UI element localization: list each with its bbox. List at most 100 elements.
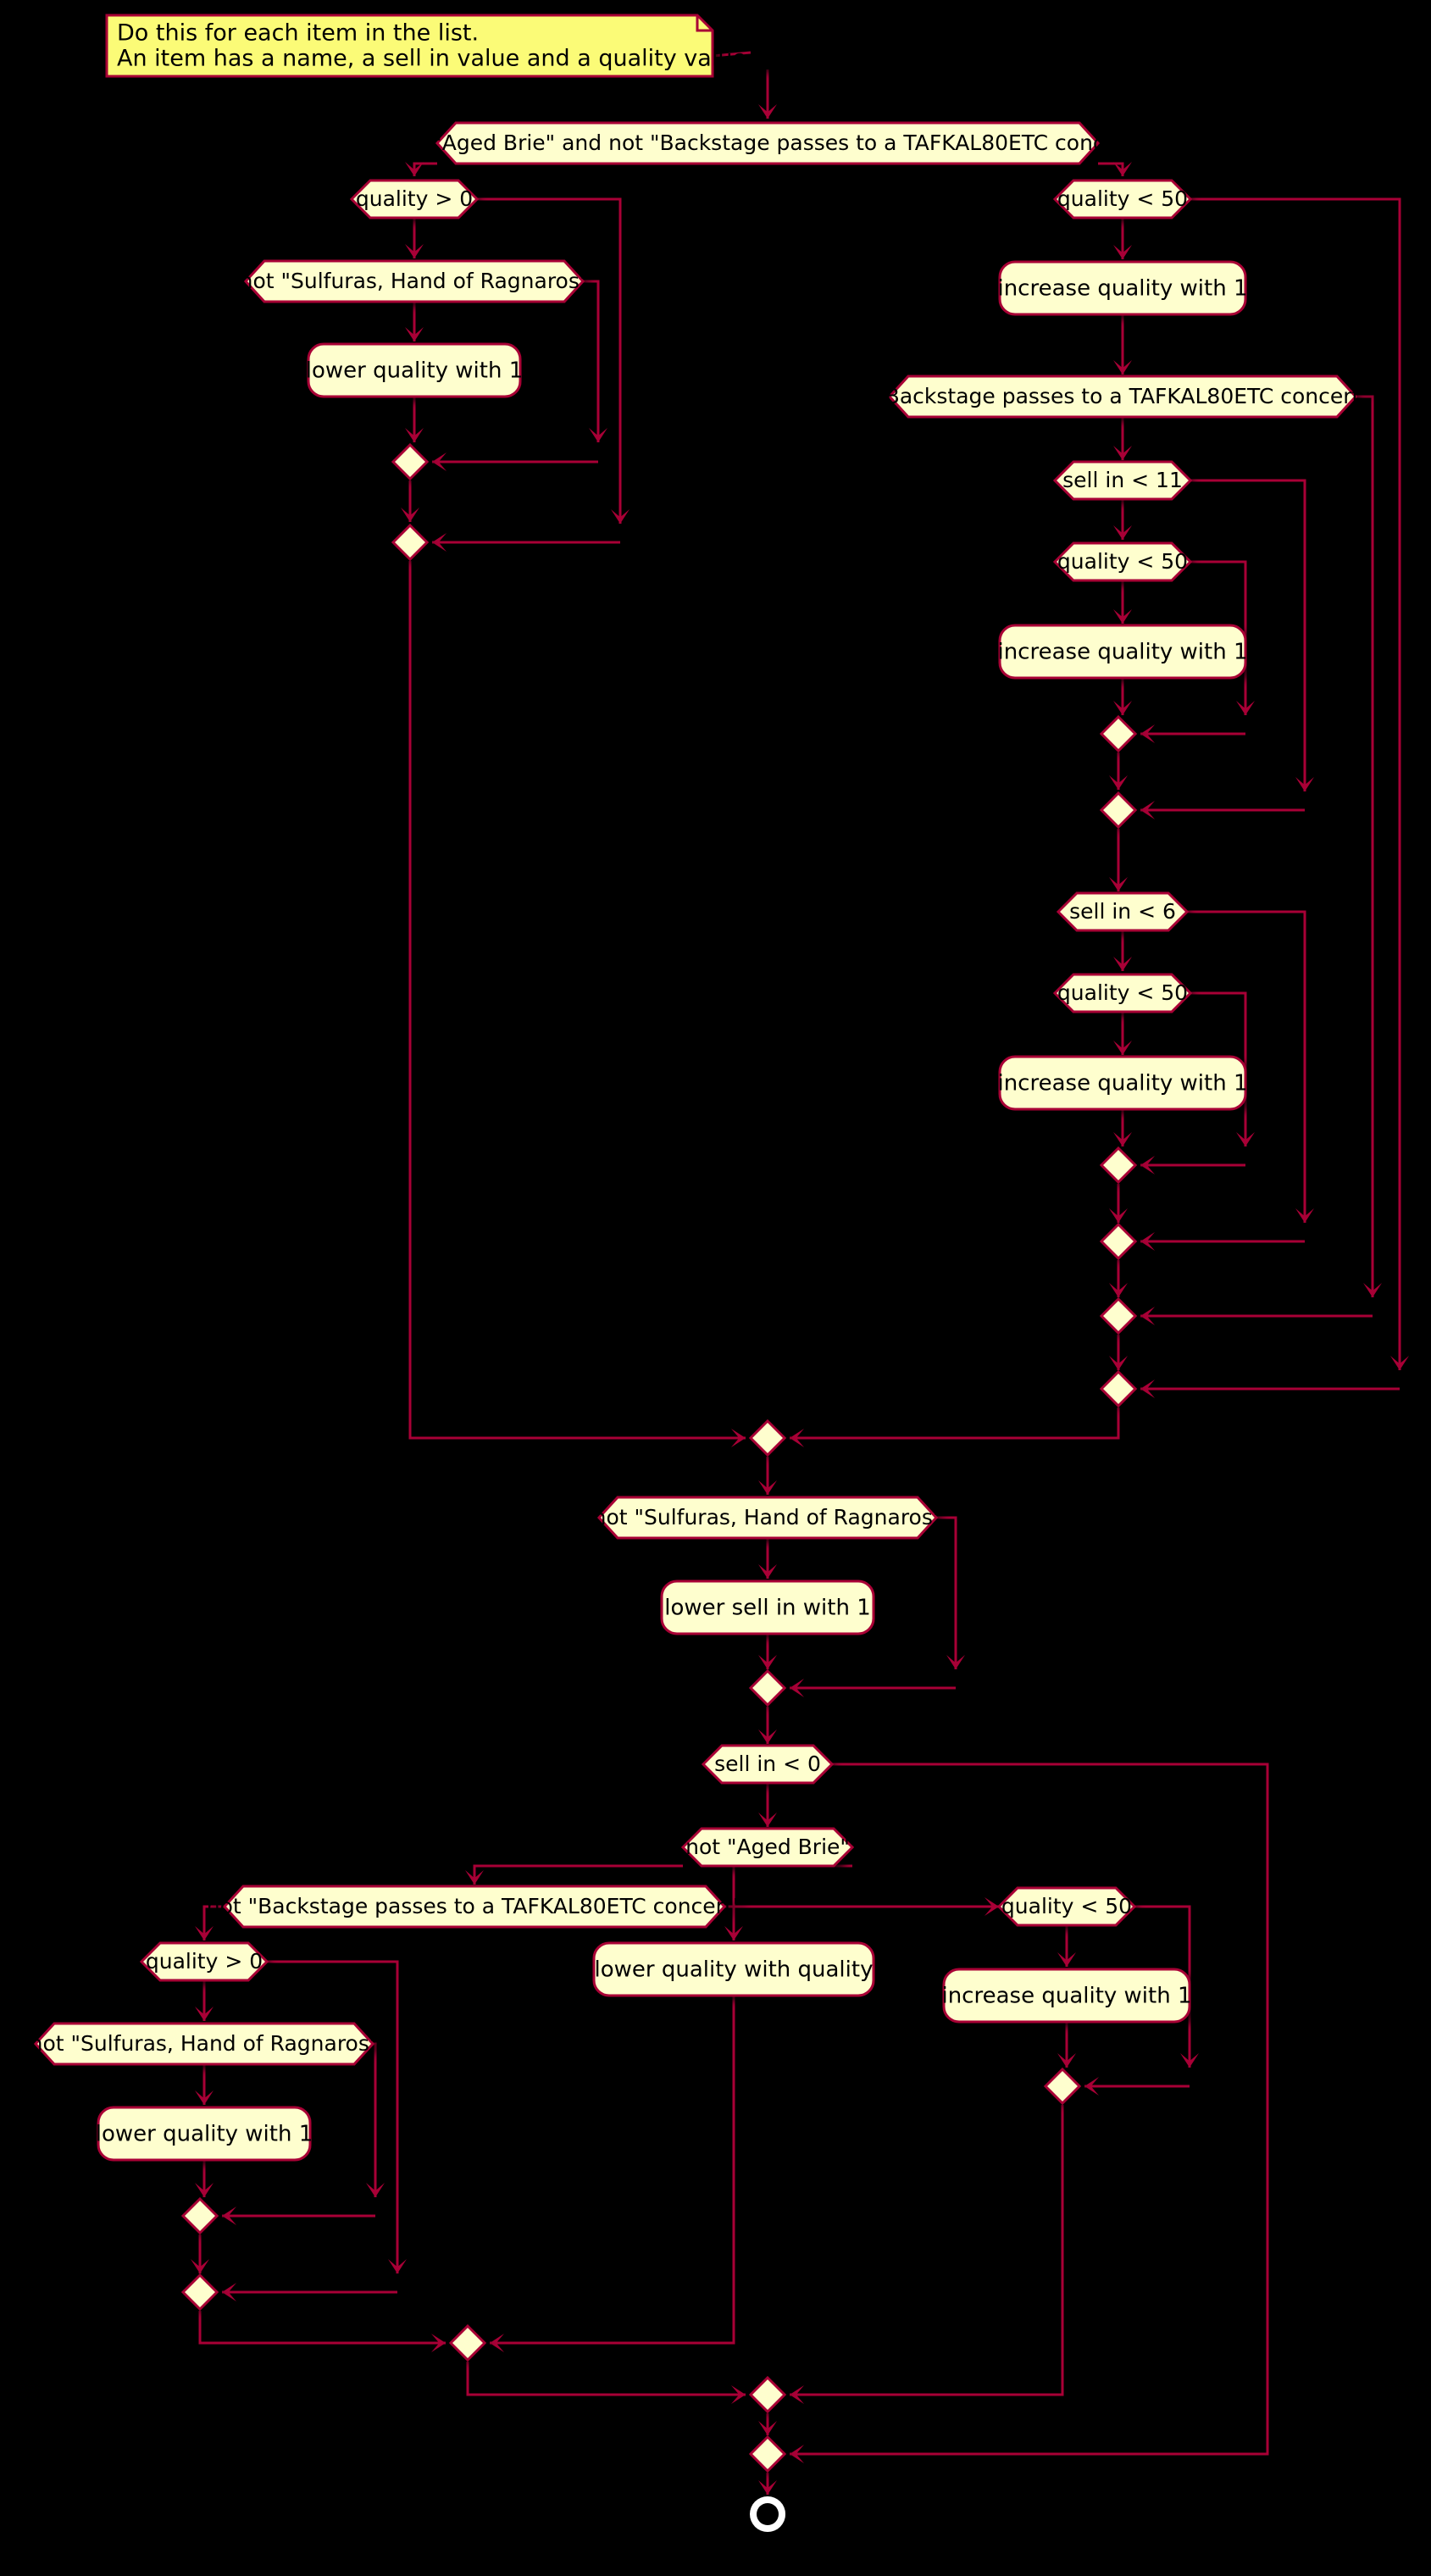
edge xyxy=(1113,1109,1132,1146)
activity-node[interactable]: increase quality with 1 xyxy=(997,624,1248,680)
edge xyxy=(1187,910,1314,1223)
activity-node[interactable]: increase quality with 1 xyxy=(997,260,1248,316)
edge xyxy=(432,533,620,552)
activity-node[interactable]: increase quality with 1 xyxy=(941,1968,1192,2024)
edge xyxy=(490,1996,735,2352)
edge xyxy=(1109,752,1128,790)
edge xyxy=(1109,1184,1128,1223)
edge xyxy=(758,1457,777,1495)
decision-node[interactable]: sell in < 6 xyxy=(1056,891,1190,932)
edge xyxy=(1140,1156,1245,1174)
edge xyxy=(432,452,598,471)
merge-node[interactable] xyxy=(1099,1222,1138,1261)
edge xyxy=(466,2362,746,2404)
merge-node[interactable] xyxy=(391,523,430,562)
edge xyxy=(758,2473,777,2495)
edge xyxy=(790,1407,1120,1447)
edge xyxy=(195,1980,214,2021)
activity-node[interactable]: lower quality with 1 xyxy=(96,2106,313,2162)
edge xyxy=(405,302,424,341)
decision-node[interactable]: quality > 0 xyxy=(139,1941,269,1982)
decision-node[interactable]: not "Sulfuras, Hand of Ragnaros" xyxy=(593,1496,943,1540)
merge-node[interactable] xyxy=(448,2323,487,2362)
edge xyxy=(1134,1905,1199,2068)
edge xyxy=(401,480,419,522)
edge xyxy=(1109,829,1128,891)
decision-node[interactable]: not "Backstage passes to a TAFKAL80ETC c… xyxy=(207,1885,743,1929)
edge xyxy=(366,2042,385,2197)
merge-node[interactable] xyxy=(748,1668,787,1707)
start-node xyxy=(751,36,785,69)
edge xyxy=(1113,499,1132,540)
edge xyxy=(1113,1012,1132,1055)
edge xyxy=(1113,678,1132,715)
edge xyxy=(1140,724,1245,743)
edge xyxy=(758,1634,777,1669)
edge xyxy=(1140,1307,1373,1325)
edge xyxy=(1113,930,1132,971)
activity-node[interactable]: increase quality with 1 xyxy=(997,1055,1248,1111)
edge xyxy=(758,69,777,119)
edge xyxy=(1098,162,1132,176)
decision-node[interactable]: sell in < 11 xyxy=(1052,460,1193,501)
merge-node[interactable] xyxy=(748,2434,787,2473)
merge-node[interactable] xyxy=(1099,1296,1138,1335)
edge xyxy=(758,1707,777,1744)
decision-node[interactable]: quality < 50 xyxy=(996,1886,1137,1927)
merge-node[interactable] xyxy=(748,2375,787,2414)
merge-node[interactable] xyxy=(1099,791,1138,830)
edge xyxy=(1113,218,1132,259)
edge xyxy=(936,1516,965,1669)
edge xyxy=(198,2311,446,2352)
merge-node[interactable] xyxy=(180,2273,219,2312)
edge xyxy=(405,397,424,442)
edge xyxy=(1057,1925,1076,1967)
edge xyxy=(1187,479,1314,791)
activity-node[interactable]: lower quality with 1 xyxy=(306,342,524,398)
merge-node[interactable] xyxy=(180,2196,219,2235)
decision-node[interactable]: not "Sulfuras, Hand of Ragnaros" xyxy=(30,2022,380,2066)
decision-node[interactable]: quality > 0 xyxy=(349,179,480,219)
merge-node[interactable] xyxy=(391,442,430,481)
edge xyxy=(583,280,607,442)
merge-node[interactable] xyxy=(1043,2067,1082,2106)
edge xyxy=(1057,2022,1076,2068)
merge-node[interactable] xyxy=(1099,1369,1138,1408)
merge-node[interactable] xyxy=(1099,1146,1138,1185)
edge xyxy=(724,1864,852,1940)
edge xyxy=(758,2413,777,2435)
edge xyxy=(758,1538,777,1579)
edge xyxy=(222,2207,375,2225)
merge-node[interactable] xyxy=(1099,714,1138,753)
activity-node[interactable]: lower quality with quality xyxy=(592,1941,875,1997)
edge xyxy=(1356,395,1382,1297)
edge xyxy=(724,1897,999,1916)
decision-node[interactable]: "Backstage passes to a TAFKAL80ETC conce… xyxy=(875,375,1370,419)
decision-node[interactable]: quality < 50 xyxy=(1052,179,1193,219)
edge xyxy=(408,561,746,1447)
edge xyxy=(477,197,630,524)
activity-node[interactable]: lower sell in with 1 xyxy=(660,1579,875,1635)
edge xyxy=(267,1960,407,2273)
edge xyxy=(790,1679,956,1697)
edge xyxy=(790,1763,1269,2463)
edge xyxy=(1190,197,1409,1370)
edge xyxy=(1113,417,1132,460)
merge-node[interactable] xyxy=(748,1418,787,1457)
decision-node[interactable]: quality < 50 xyxy=(1052,541,1193,582)
edge xyxy=(195,2160,214,2197)
decision-node[interactable]: sell in < 0 xyxy=(701,1744,835,1785)
edges-layer xyxy=(191,51,1409,2495)
decision-node[interactable]: not "Aged Brie" and not "Backstage passe… xyxy=(391,121,1145,165)
edge xyxy=(195,1905,225,1940)
edge xyxy=(465,1864,683,1885)
decision-node[interactable]: quality < 50 xyxy=(1052,973,1193,1013)
edge xyxy=(191,2235,209,2273)
edge xyxy=(1140,1380,1400,1398)
decision-node[interactable]: not "Sulfuras, Hand of Ragnaros" xyxy=(240,259,590,303)
decision-node[interactable]: not "Aged Brie" xyxy=(680,1827,855,1868)
edge xyxy=(1109,1335,1128,1370)
edge xyxy=(1113,580,1132,624)
